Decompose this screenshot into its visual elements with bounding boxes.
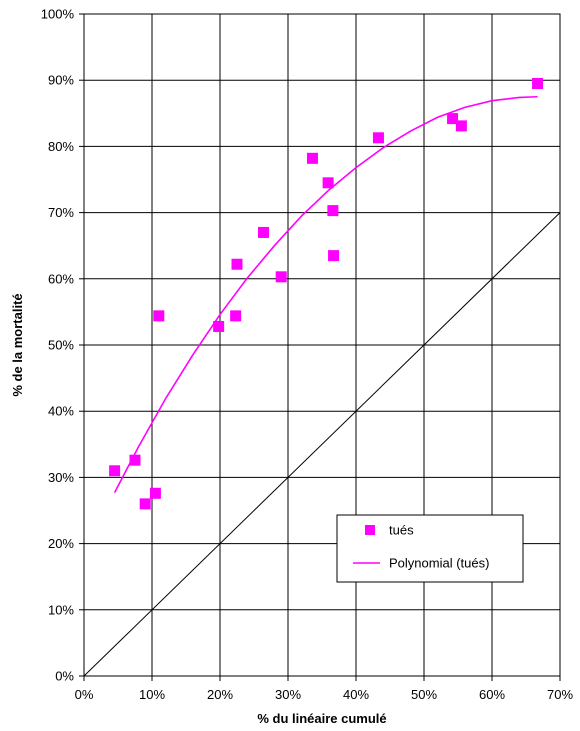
data-point xyxy=(532,78,544,90)
legend: tués Polynomial (tués) xyxy=(336,514,524,583)
data-point xyxy=(275,271,287,283)
data-point xyxy=(327,205,339,217)
data-point xyxy=(328,250,340,262)
data-point xyxy=(139,498,151,510)
y-tick-label: 100% xyxy=(41,7,75,22)
legend-box xyxy=(336,514,524,583)
y-tick-label: 0% xyxy=(55,669,74,684)
legend-label-trendline: Polynomial (tués) xyxy=(389,556,489,571)
x-tick-label: 0% xyxy=(75,687,94,702)
y-tick-label: 80% xyxy=(48,139,74,154)
x-tick-label: 10% xyxy=(139,687,165,702)
y-tick-label: 90% xyxy=(48,73,74,88)
y-tick-label: 10% xyxy=(48,602,74,617)
data-point xyxy=(230,310,242,322)
reference-line-group xyxy=(83,212,561,677)
y-tick-label: 30% xyxy=(48,470,74,485)
y-axis-label: % de la mortalité xyxy=(10,293,25,396)
x-tick-labels: 0% 10% 20% 30% 40% 50% 60% 70% xyxy=(75,676,573,702)
data-point xyxy=(109,465,121,477)
x-tick-label: 40% xyxy=(343,687,369,702)
data-point xyxy=(447,113,459,125)
data-point xyxy=(372,132,384,144)
x-tick-label: 20% xyxy=(207,687,233,702)
y-tick-label: 50% xyxy=(48,338,74,353)
data-point xyxy=(129,454,141,466)
x-tick-label: 70% xyxy=(547,687,573,702)
y-tick-label: 20% xyxy=(48,536,74,551)
data-point xyxy=(322,177,334,189)
data-point xyxy=(149,487,161,499)
legend-marker-scatter xyxy=(365,525,375,535)
x-tick-label: 30% xyxy=(275,687,301,702)
data-point xyxy=(231,258,243,270)
y-tick-labels: 0% 10% 20% 30% 40% 50% 60% 70% 80% 90% 100% xyxy=(41,7,84,684)
y-tick-label: 40% xyxy=(48,404,74,419)
trendline-group xyxy=(113,95,538,493)
data-point xyxy=(306,152,318,164)
x-tick-label: 50% xyxy=(411,687,437,702)
x-tick-label: 60% xyxy=(479,687,505,702)
data-point xyxy=(258,226,270,238)
y-tick-label: 70% xyxy=(48,205,74,220)
scatter-points xyxy=(109,78,544,510)
data-point xyxy=(153,310,165,322)
x-axis-label: % du linéaire cumulé xyxy=(257,711,386,726)
data-point xyxy=(213,320,225,332)
reference-line xyxy=(83,212,561,677)
y-tick-label: 60% xyxy=(48,271,74,286)
data-point xyxy=(455,120,467,132)
trendline xyxy=(113,95,538,493)
legend-label-scatter: tués xyxy=(389,523,414,538)
